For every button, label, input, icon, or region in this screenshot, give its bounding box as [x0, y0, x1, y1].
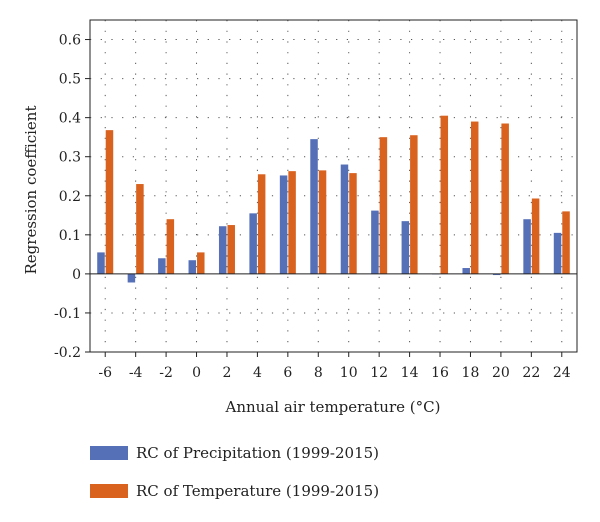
- bar-precipitation-6: [279, 175, 288, 274]
- x-tick-label: -4: [129, 365, 143, 381]
- x-tick-label: 20: [492, 365, 510, 381]
- bar-precipitation--4: [127, 273, 136, 283]
- x-tick-labels: -6 -4 -2 0 2 4 6 8 10 12 14 16 18 20 22 24: [98, 365, 570, 381]
- bar-precipitation-18: [462, 268, 470, 274]
- bar-temperature-0: [197, 252, 205, 274]
- bar-precipitation-8: [310, 139, 318, 274]
- bar-precipitation--2: [158, 258, 166, 274]
- y-tick-label: -0.1: [54, 306, 81, 322]
- x-tick-label: 24: [553, 365, 571, 381]
- bar-temperature--4: [136, 184, 144, 274]
- bar-temperature-10: [349, 173, 357, 274]
- y-tick-label: 0.4: [59, 111, 81, 127]
- x-tick-label: -2: [159, 365, 173, 381]
- x-tick-label: 6: [283, 365, 292, 381]
- y-tick-label: 0.1: [59, 228, 81, 244]
- bar-temperature-12: [379, 137, 388, 274]
- bar-temperature-24: [562, 211, 570, 274]
- bar-temperature-18: [470, 121, 479, 274]
- bar-precipitation-14: [401, 221, 410, 274]
- x-tick-label: -6: [98, 365, 112, 381]
- bar-precipitation-24: [553, 232, 562, 274]
- x-tick-label: 10: [340, 365, 358, 381]
- x-tick-label: 18: [462, 365, 480, 381]
- x-tick-label: 8: [314, 365, 323, 381]
- bar-temperature--6: [105, 130, 114, 274]
- bar-temperature-2: [227, 225, 235, 274]
- bar-temperature-8: [318, 170, 327, 274]
- bar-precipitation-4: [249, 213, 257, 274]
- x-tick-label: 2: [223, 365, 232, 381]
- y-tick-label: 0: [72, 267, 81, 283]
- legend-label-temperature: RC of Temperature (1999-2015): [136, 482, 379, 500]
- bar-precipitation-20: [492, 273, 501, 276]
- y-tick-label: 0.5: [59, 72, 81, 88]
- legend-swatch-temperature: [90, 484, 128, 498]
- bar-precipitation-22: [523, 219, 531, 274]
- bar-precipitation-12: [371, 210, 379, 274]
- bar-precipitation-2: [218, 226, 227, 274]
- bar-precipitation-10: [340, 164, 349, 274]
- bar-temperature-6: [288, 171, 296, 274]
- axes: [85, 19, 578, 357]
- x-tick-label: 4: [253, 365, 262, 381]
- bar-temperature-14: [410, 135, 418, 274]
- bar-temperature-16: [440, 115, 449, 274]
- x-tick-label: 12: [370, 365, 388, 381]
- bar-precipitation--6: [97, 252, 105, 274]
- y-tick-label: 0.3: [59, 150, 81, 166]
- x-axis-label: Annual air temperature (°C): [225, 398, 441, 416]
- y-axis-label: Regression coefficient: [22, 106, 40, 275]
- legend-label-precipitation: RC of Precipitation (1999-2015): [136, 444, 379, 462]
- bars: [97, 115, 570, 283]
- x-tick-label: 0: [192, 365, 201, 381]
- x-tick-label: 14: [401, 365, 419, 381]
- bar-temperature-4: [257, 174, 266, 274]
- y-tick-label: 0.6: [59, 33, 81, 49]
- bar-temperature-20: [501, 123, 509, 274]
- y-tick-label: -0.2: [54, 345, 81, 361]
- legend-swatch-precipitation: [90, 446, 128, 460]
- legend: RC of Precipitation (1999-2015) RC of Te…: [90, 444, 379, 500]
- y-tick-labels: -0.2 -0.1 0 0.1 0.2 0.3 0.4 0.5 0.6: [54, 33, 81, 361]
- plot-frame: [89, 19, 578, 353]
- bar-precipitation-0: [188, 260, 197, 274]
- x-tick-label: 22: [522, 365, 540, 381]
- bar-temperature--2: [166, 219, 175, 274]
- y-tick-label: 0.2: [59, 189, 81, 205]
- x-tick-label: 16: [431, 365, 449, 381]
- bar-temperature-22: [531, 198, 540, 274]
